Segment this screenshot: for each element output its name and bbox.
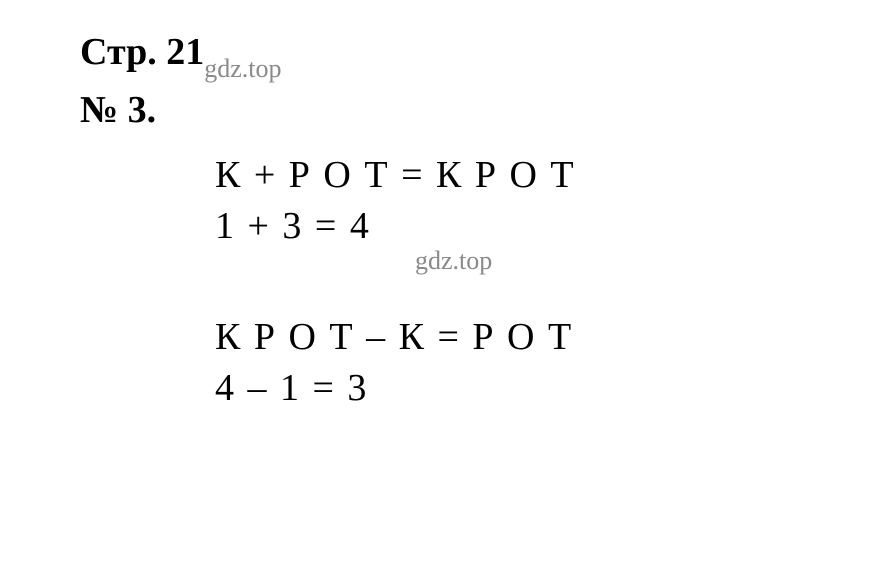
problem-number: № 3. <box>80 88 576 132</box>
header-subscript: gdz.top <box>204 54 281 83</box>
equation-2-letters: К Р О Т – К = Р О Т <box>215 312 576 363</box>
equation-2-numbers: 4 – 1 = 3 <box>215 363 576 414</box>
equation-1-numbers: 1 + 3 = 4 <box>215 201 576 252</box>
equations-block: К + Р О Т = К Р О Т 1 + 3 = 4 gdz.top К … <box>80 150 576 415</box>
equation-1-letters: К + Р О Т = К Р О Т <box>215 150 576 201</box>
page-header: Стр. 21gdz.top <box>80 30 576 80</box>
header-prefix: Стр. 21 <box>80 31 204 73</box>
watermark-text: gdz.top <box>415 246 576 276</box>
document-content: Стр. 21gdz.top № 3. К + Р О Т = К Р О Т … <box>80 30 576 415</box>
